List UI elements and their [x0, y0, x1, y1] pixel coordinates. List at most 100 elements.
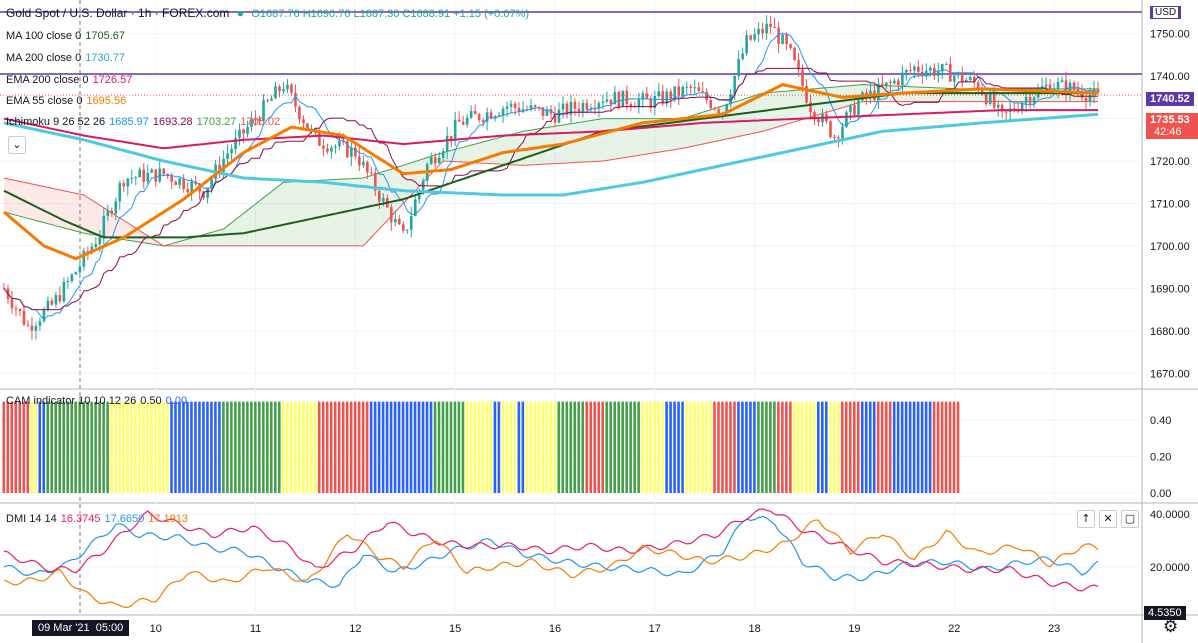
cloud-segment [63, 190, 68, 229]
cam-bar [745, 401, 748, 493]
candle-body [1084, 97, 1088, 102]
candle-body [1020, 103, 1024, 112]
cam-bar [246, 401, 249, 493]
candle-body [597, 103, 601, 109]
cloud-segment [255, 200, 260, 246]
cam-bar [928, 401, 932, 493]
cam-bar [214, 401, 217, 493]
cam-bar [54, 401, 58, 493]
cam-bar [86, 401, 89, 493]
cam-bar [573, 401, 577, 493]
price-tick-label: 1710.00 [1150, 198, 1190, 210]
cam-bar [234, 401, 237, 493]
maximize-pane-icon[interactable]: ▢ [1121, 510, 1139, 528]
cam-bar [94, 401, 97, 493]
cloud-segment [367, 175, 372, 242]
cam-bar [577, 401, 581, 493]
cam-bar [521, 401, 525, 493]
cam-bar [485, 401, 489, 493]
cloud-segment [762, 92, 767, 132]
cam-bar [569, 401, 573, 493]
cloud-segment [966, 88, 971, 102]
candle-body [553, 113, 557, 123]
candle-body [769, 23, 772, 27]
cam-bar [645, 401, 648, 493]
move-pane-up-icon[interactable]: ↑ [1077, 510, 1095, 528]
candle-body [110, 210, 114, 214]
candle-body [174, 181, 177, 186]
cloud-segment [263, 194, 268, 246]
candle-body [589, 108, 593, 110]
cam-bar [597, 401, 601, 493]
cloud-segment [455, 148, 460, 162]
candle-body [254, 118, 257, 120]
candle-body [433, 157, 437, 164]
cam-bar [509, 401, 513, 493]
collapse-legend-icon[interactable]: ⌄ [8, 136, 26, 154]
cam-bar [14, 401, 18, 493]
cloud-segment [59, 189, 64, 228]
cloud-segment [974, 88, 979, 102]
legend-ema55[interactable]: EMA 55 close 0 1695.56 [6, 95, 130, 107]
candle-body [90, 246, 94, 253]
legend-ichimoku[interactable]: Ichimoku 9 26 52 26 1685.97 1693.28 1703.27… [6, 116, 284, 128]
legend-ema200[interactable]: EMA 200 close 0 1726.57 [6, 74, 136, 86]
candle-body [681, 87, 685, 96]
candle-body [533, 105, 537, 107]
cam-bar [321, 401, 325, 493]
candle-body [378, 190, 381, 202]
cloud-segment [610, 118, 615, 160]
settings-gear-icon[interactable]: ⚙ [1163, 617, 1179, 637]
cam-bar [497, 401, 501, 493]
candle-body [469, 110, 473, 118]
candle-body [980, 89, 984, 95]
candle-body [929, 67, 932, 71]
candle-body [513, 103, 517, 108]
cloud-segment [251, 204, 256, 246]
cam-bar [565, 401, 569, 493]
cloud-segment [914, 86, 919, 102]
cam-bar [948, 401, 952, 493]
candle-body [497, 115, 501, 117]
cloud-segment [734, 100, 739, 138]
cam-bar [625, 401, 628, 493]
cam-bar [258, 401, 261, 493]
cloud-segment [279, 182, 284, 246]
candle-body [765, 23, 768, 34]
cam-bar [908, 401, 912, 493]
candle-body [34, 325, 38, 331]
cam-bar [2, 401, 6, 493]
candle-body [889, 82, 892, 84]
legend-ma100[interactable]: MA 100 close 0 1705.67 [6, 30, 129, 42]
legend-dmi[interactable]: DMI 14 14 16.3745 17.6650 17.1913 [6, 513, 192, 525]
cam-bar [657, 401, 660, 493]
cam-bar [62, 401, 65, 493]
cam-bar [437, 401, 441, 493]
cloud-segment [35, 184, 40, 222]
cam-bar [297, 401, 301, 493]
close-pane-icon[interactable]: ✕ [1099, 510, 1117, 528]
cloud-segment [215, 230, 220, 246]
candle-body [266, 100, 269, 102]
candle-body [58, 295, 62, 302]
cloud-segment [910, 86, 915, 102]
candle-body [42, 309, 46, 322]
time-tick-label: 15 [449, 623, 461, 635]
legend-ma200[interactable]: MA 200 close 0 1730.77 [6, 52, 129, 64]
candle-body [661, 91, 665, 104]
candle-body [206, 187, 209, 198]
cloud-segment [43, 186, 48, 224]
legend-cam[interactable]: CAM indicator 10 10 12 26 0.50 0.00 [6, 395, 191, 407]
candle-body [677, 86, 681, 96]
cam-bar [473, 401, 477, 493]
cloud-segment [698, 112, 703, 145]
candle-body [178, 178, 181, 186]
candle-body [705, 91, 709, 101]
cam-bar [932, 401, 936, 493]
candle-body [837, 137, 840, 139]
candle-body [1088, 94, 1092, 102]
cloud-segment [223, 225, 228, 246]
cloud-segment [754, 94, 759, 134]
cam-bar [765, 401, 768, 493]
